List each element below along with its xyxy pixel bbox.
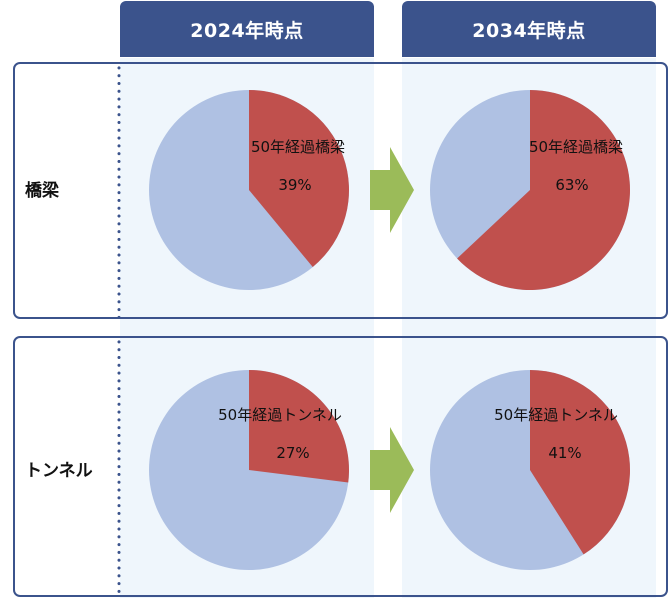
- pie-percentage-label: 41%: [548, 444, 582, 462]
- pie-slice-over-50-years: [530, 369, 631, 555]
- arrow-right-icon: [370, 147, 414, 233]
- dotted-divider: [117, 338, 121, 595]
- pie-category-label: 50年経過橋梁: [528, 138, 624, 156]
- row-panel-bridges: [13, 62, 668, 319]
- pie-percentage-label: 27%: [276, 444, 310, 462]
- pie-category-label: 50年経過橋梁: [250, 138, 346, 156]
- pie-category-label: 50年経過トンネル: [494, 406, 618, 424]
- pie-percentage-label: 39%: [278, 176, 312, 194]
- pie-slice-over-50-years: [249, 370, 349, 483]
- dotted-divider: [117, 64, 121, 317]
- pie-percentage-label: 63%: [555, 176, 589, 194]
- pie-slice-over-50-years: [457, 90, 630, 290]
- row-label-tunnels: トンネル: [25, 461, 93, 481]
- column-header-2034: 2034年時点: [402, 1, 656, 57]
- column-header-2024: 2024年時点: [120, 1, 374, 57]
- row-panel-tunnels: [13, 336, 668, 597]
- arrow-right-icon: [370, 427, 414, 513]
- pie-category-label: 50年経過トンネル: [218, 406, 342, 424]
- row-label-bridges: 橋梁: [25, 181, 59, 201]
- pie-slice-over-50-years: [249, 90, 349, 268]
